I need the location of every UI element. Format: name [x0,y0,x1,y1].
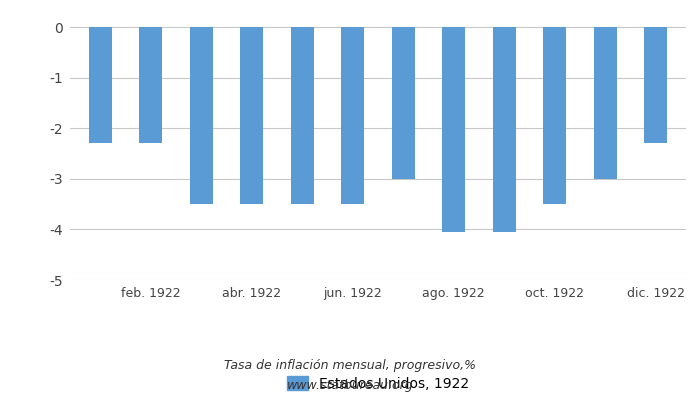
Bar [442,27,465,232]
Legend: Estados Unidos, 1922: Estados Unidos, 1922 [287,376,469,391]
Bar [644,27,667,144]
Bar [493,27,516,232]
Text: Tasa de inflación mensual, progresivo,%: Tasa de inflación mensual, progresivo,% [224,360,476,372]
Bar [139,27,162,144]
Bar [342,27,364,204]
Bar [89,27,112,144]
Bar [594,27,617,179]
Bar [543,27,566,204]
Bar [240,27,263,204]
Bar [190,27,213,204]
Bar [392,27,414,179]
Bar [291,27,314,204]
Text: www.statbureau.org: www.statbureau.org [287,380,413,392]
